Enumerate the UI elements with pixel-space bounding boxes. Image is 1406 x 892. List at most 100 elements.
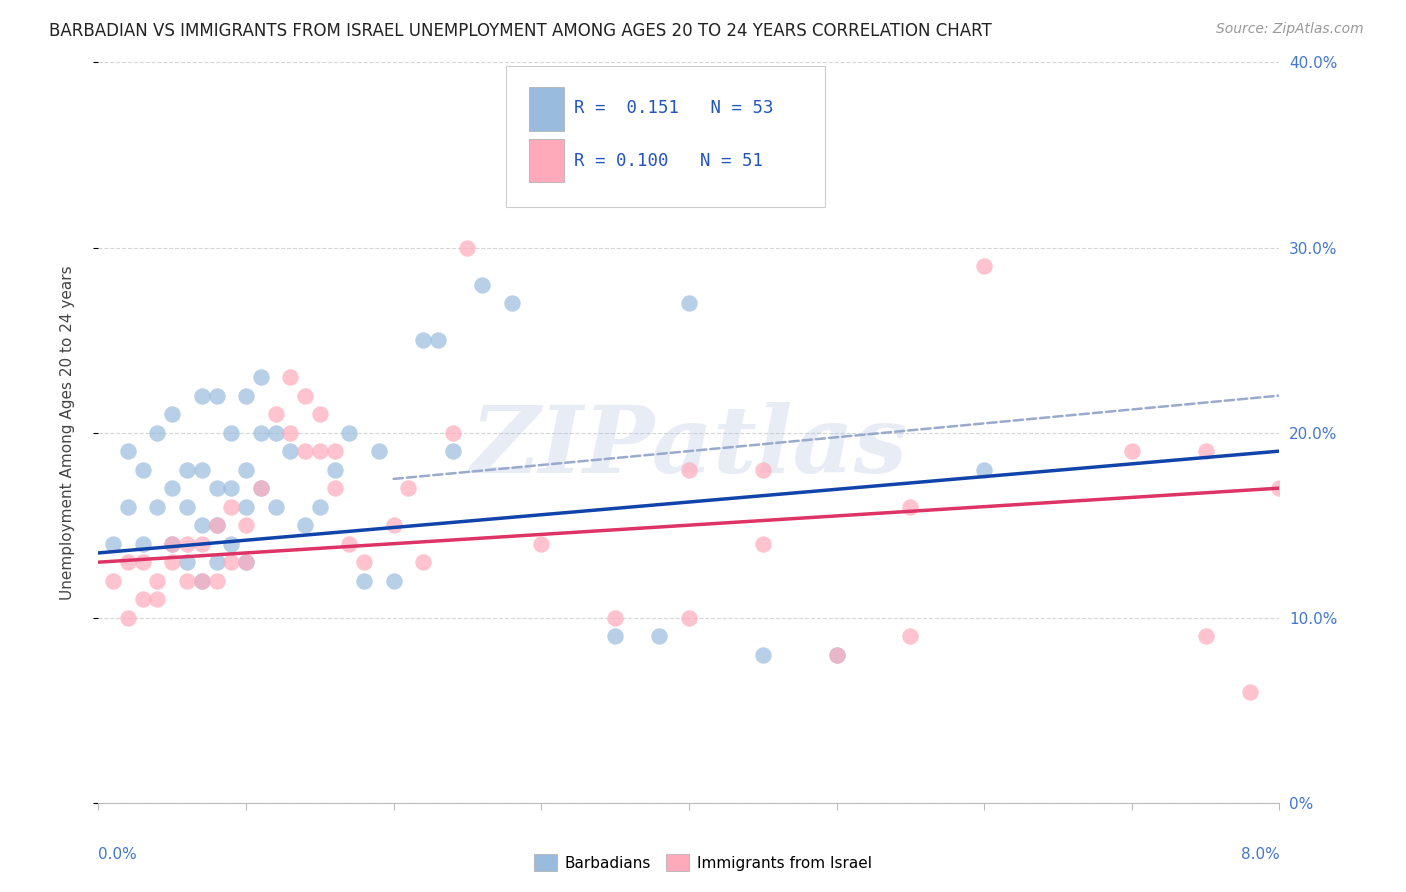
Point (162, 555, 183, 569)
Text: ZIPatlas: ZIPatlas (471, 402, 907, 492)
Point (323, 481, 346, 495)
Text: BARBADIAN VS IMMIGRANTS FROM ISRAEL UNEMPLOYMENT AMONG AGES 20 TO 24 YEARS CORRE: BARBADIAN VS IMMIGRANTS FROM ISRAEL UNEM… (49, 22, 993, 40)
Point (309, 444, 332, 458)
Point (900, 500, 922, 514)
Point (398, 481, 420, 495)
Point (162, 407, 183, 421)
Point (441, 425, 464, 440)
Point (323, 462, 346, 476)
Point (103, 536, 125, 550)
Point (221, 536, 243, 550)
Point (412, 555, 434, 569)
Point (1195, 629, 1218, 643)
Point (382, 574, 405, 588)
Point (264, 425, 287, 440)
Point (132, 462, 155, 476)
Point (146, 425, 169, 440)
Point (457, 240, 479, 255)
Point (501, 296, 523, 310)
Point (825, 648, 848, 662)
FancyBboxPatch shape (506, 66, 825, 207)
Point (678, 610, 700, 624)
Point (264, 407, 287, 421)
Point (250, 481, 273, 495)
Point (605, 629, 627, 643)
Point (250, 481, 273, 495)
Point (176, 574, 198, 588)
Point (678, 462, 700, 476)
Point (176, 462, 198, 476)
Point (280, 370, 302, 384)
Point (235, 500, 257, 514)
Point (280, 444, 302, 458)
Point (973, 462, 995, 476)
Legend: Barbadians, Immigrants from Israel: Barbadians, Immigrants from Israel (529, 848, 877, 877)
Point (191, 462, 214, 476)
Point (235, 462, 257, 476)
Point (162, 536, 183, 550)
Point (117, 610, 139, 624)
Point (339, 425, 361, 440)
Point (117, 500, 139, 514)
Point (162, 481, 183, 495)
Point (176, 555, 198, 569)
Point (250, 425, 273, 440)
Point (205, 388, 228, 402)
Point (221, 500, 243, 514)
Text: 8.0%: 8.0% (1240, 847, 1279, 863)
Point (1268, 481, 1291, 495)
Point (191, 536, 214, 550)
Point (752, 536, 775, 550)
Point (132, 592, 155, 607)
Point (294, 388, 316, 402)
Text: R = 0.100   N = 51: R = 0.100 N = 51 (575, 152, 763, 169)
Point (441, 444, 464, 458)
Point (648, 629, 671, 643)
Point (191, 518, 214, 533)
Point (1121, 444, 1143, 458)
Point (146, 574, 169, 588)
Point (339, 536, 361, 550)
Point (176, 536, 198, 550)
Point (309, 500, 332, 514)
Point (103, 574, 125, 588)
Point (294, 444, 316, 458)
Point (146, 500, 169, 514)
Point (221, 425, 243, 440)
Text: 0.0%: 0.0% (98, 847, 138, 863)
Point (250, 370, 273, 384)
Point (176, 500, 198, 514)
Point (309, 407, 332, 421)
Point (353, 574, 375, 588)
Point (752, 648, 775, 662)
Point (1239, 685, 1261, 699)
Point (235, 555, 257, 569)
Point (191, 574, 214, 588)
Y-axis label: Unemployment Among Ages 20 to 24 years: Unemployment Among Ages 20 to 24 years (60, 265, 75, 600)
Point (235, 388, 257, 402)
Point (427, 333, 450, 347)
Point (678, 296, 700, 310)
Point (221, 481, 243, 495)
Point (205, 555, 228, 569)
Point (221, 555, 243, 569)
Point (412, 333, 434, 347)
Point (117, 444, 139, 458)
FancyBboxPatch shape (530, 138, 564, 182)
Point (235, 555, 257, 569)
Point (973, 259, 995, 273)
Point (205, 518, 228, 533)
Point (530, 185, 553, 199)
Point (132, 536, 155, 550)
Point (323, 444, 346, 458)
Point (368, 444, 391, 458)
Point (205, 518, 228, 533)
Point (205, 481, 228, 495)
Point (900, 629, 922, 643)
Point (1195, 444, 1218, 458)
Point (205, 574, 228, 588)
Text: Source: ZipAtlas.com: Source: ZipAtlas.com (1216, 22, 1364, 37)
Point (264, 500, 287, 514)
Point (471, 277, 494, 292)
Point (191, 388, 214, 402)
